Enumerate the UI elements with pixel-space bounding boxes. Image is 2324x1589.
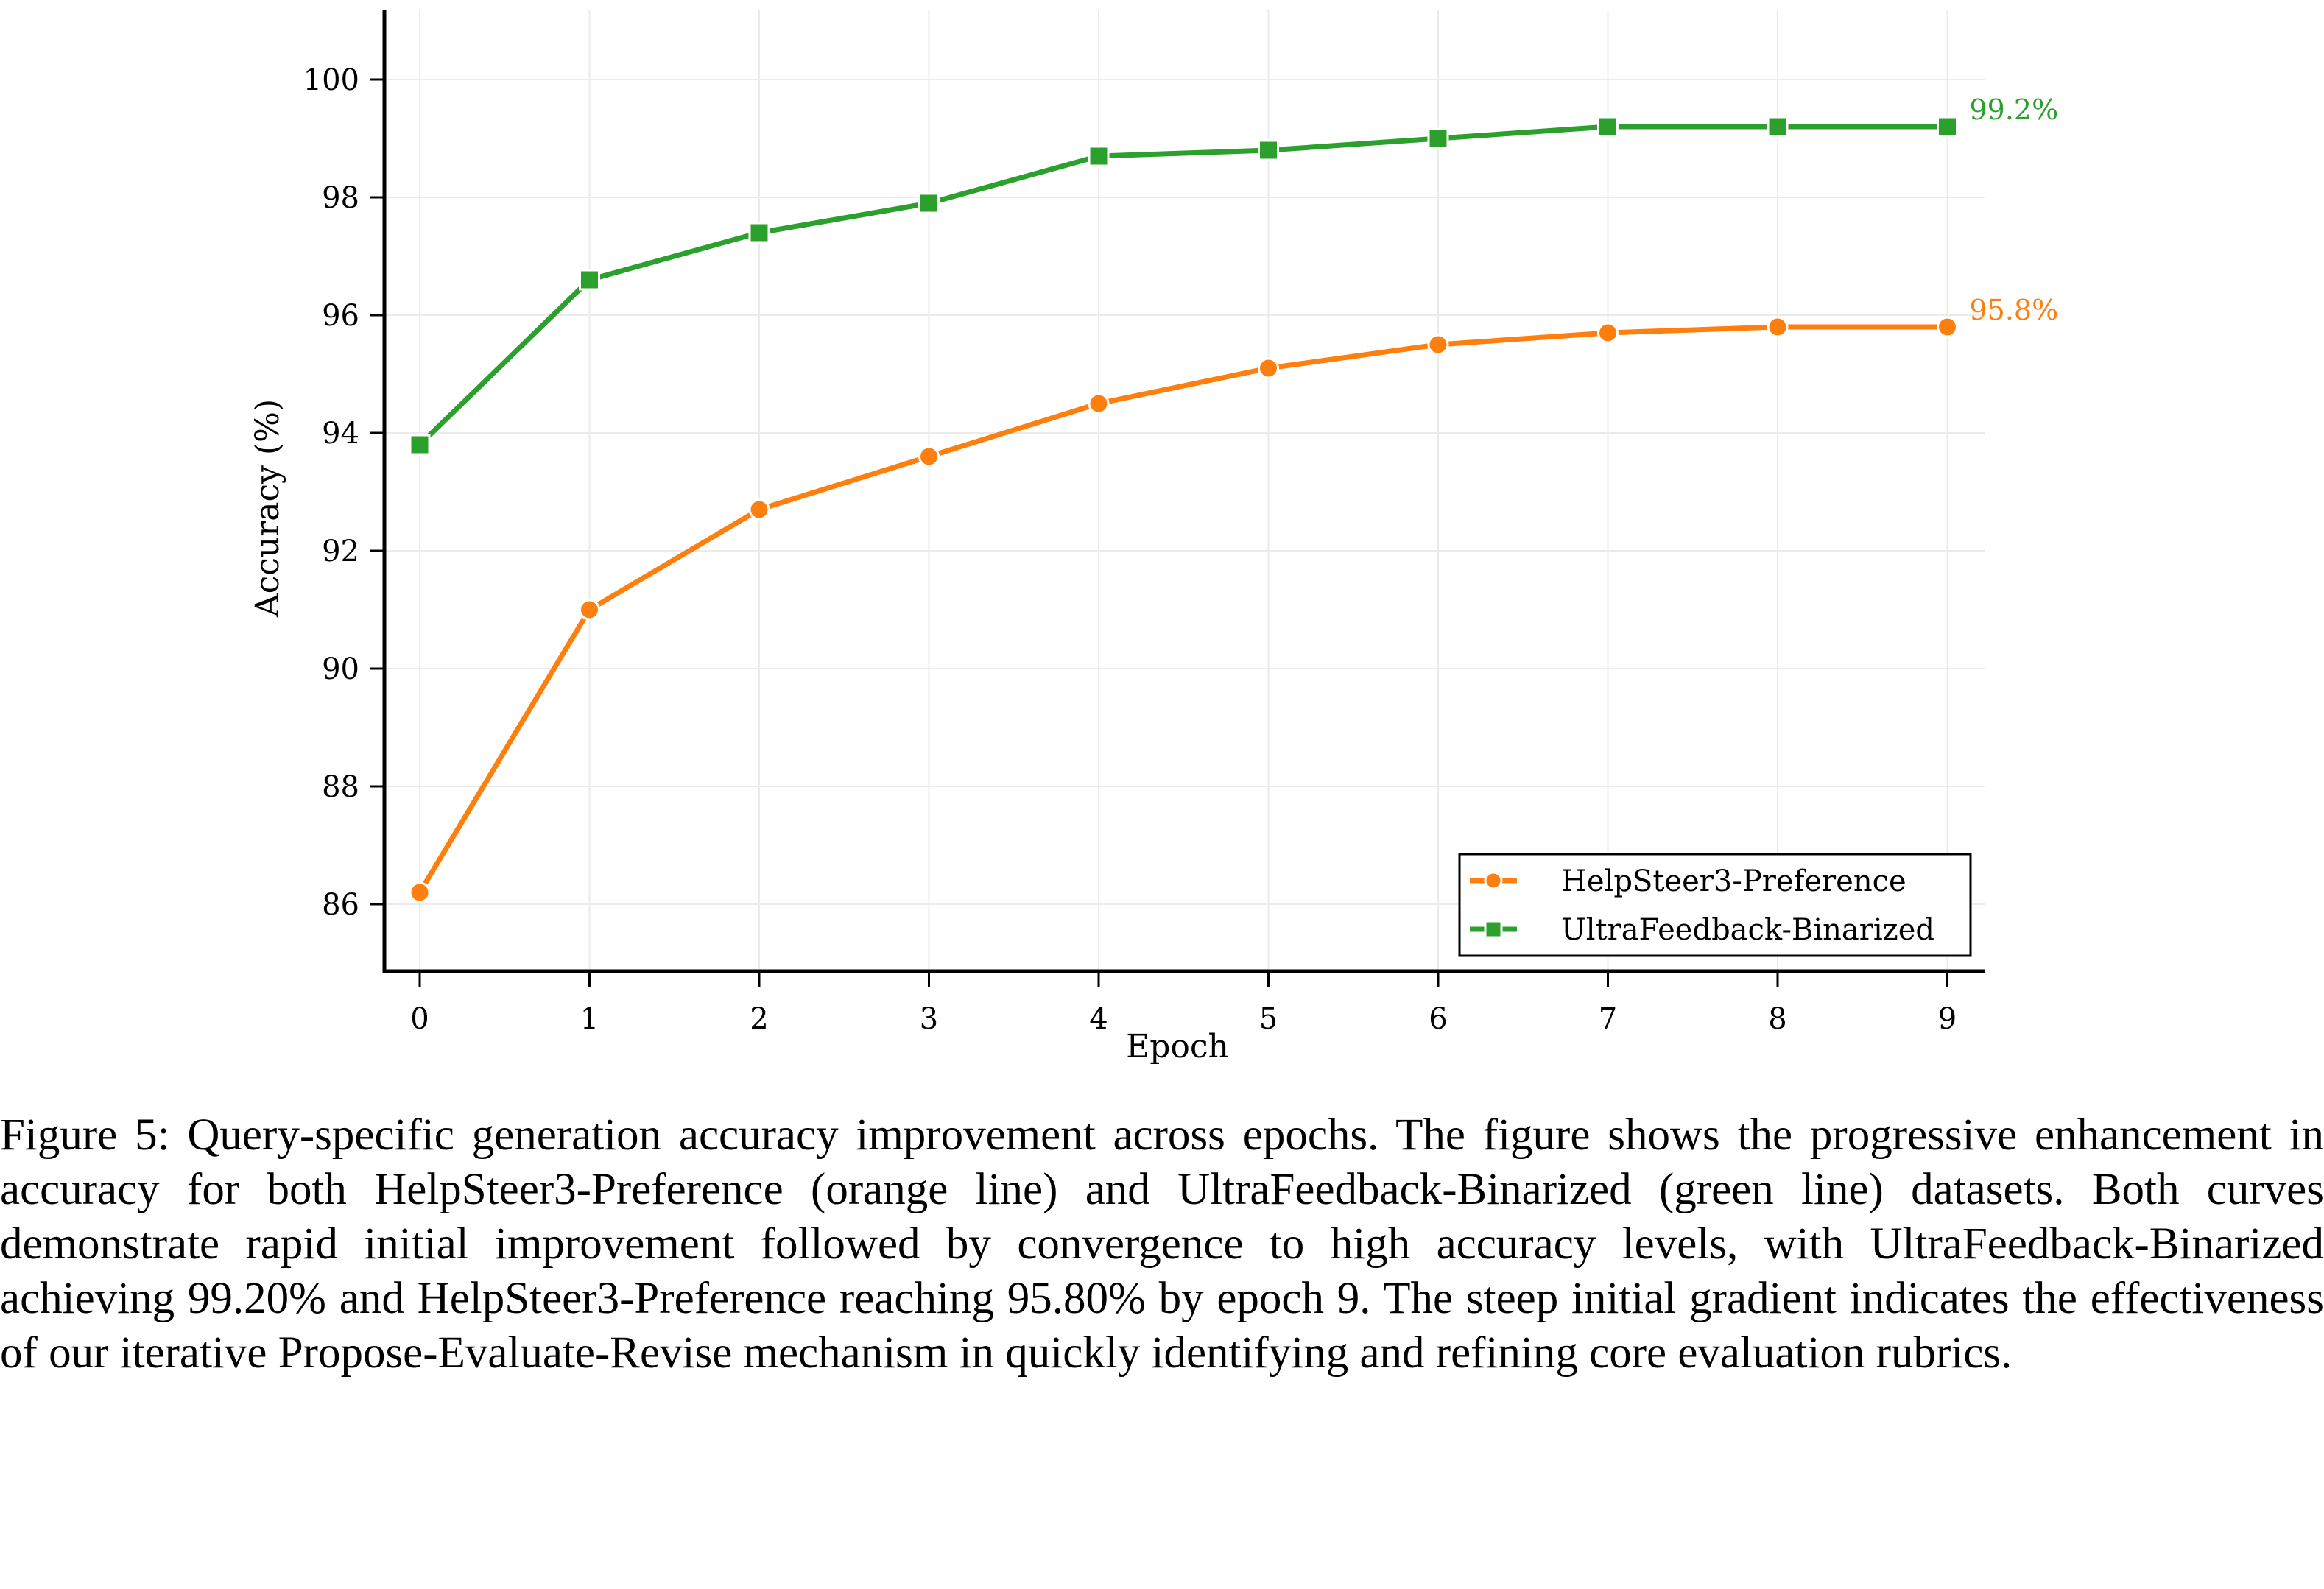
y-tick-label: 96	[322, 299, 359, 333]
x-axis-title: Epoch	[1126, 1028, 1229, 1065]
x-tick-label: 4	[1089, 1002, 1108, 1036]
series-line	[417, 324, 1948, 894]
legend-label: HelpSteer3-Preference	[1561, 864, 1906, 898]
y-tick-label: 94	[322, 417, 359, 451]
data-point	[1937, 116, 1958, 138]
data-point	[1767, 316, 1789, 338]
axes	[382, 10, 1985, 973]
legend-box	[1458, 853, 1972, 957]
data-point	[748, 498, 770, 521]
figure-caption: Figure 5: Query-specific generation accu…	[0, 1108, 2324, 1381]
series-layer	[409, 116, 1958, 903]
data-point	[1427, 127, 1449, 149]
x-tick-label: 2	[750, 1002, 768, 1036]
data-point	[1088, 145, 1110, 167]
data-point	[1258, 357, 1279, 379]
end-value-label: 95.8%	[1970, 294, 2059, 326]
data-point	[409, 881, 431, 903]
data-point	[918, 192, 940, 214]
y-tick-label: 88	[322, 770, 359, 804]
x-tick-label: 0	[410, 1002, 429, 1036]
data-point	[409, 434, 431, 456]
data-point	[1088, 392, 1110, 415]
legend-marker-square	[1484, 920, 1503, 939]
y-tick-label: 90	[322, 652, 359, 686]
y-tick-label: 100	[303, 63, 359, 97]
series-line	[418, 124, 1948, 447]
x-tick-label: 3	[920, 1002, 938, 1036]
legend: HelpSteer3-Preference UltraFeedback-Binar…	[1458, 853, 1972, 957]
legend-label: UltraFeedback-Binarized	[1561, 913, 1934, 947]
y-tick-label: 98	[322, 181, 359, 215]
data-point	[1597, 322, 1619, 344]
y-axis-title: Accuracy (%)	[249, 399, 286, 618]
data-point	[918, 445, 940, 468]
line-chart: 0 1 2 3 4 5 6 7 8 9 86 88 90 92 94 96 98 100 Epoch Accura…	[249, 10, 2059, 1065]
legend-item: UltraFeedback-Binarized	[1470, 913, 1934, 947]
y-tick-label: 92	[322, 535, 359, 568]
caption-text: Query-specific generation accuracy impro…	[0, 1110, 2324, 1378]
data-point	[748, 222, 770, 244]
x-tick-label: 6	[1429, 1002, 1447, 1036]
end-labels: 95.8% 99.2%	[1970, 94, 2059, 326]
data-point	[1427, 334, 1449, 356]
ticks: 0 1 2 3 4 5 6 7 8 9 86 88 90 92 94 96 98 100	[303, 63, 1957, 1036]
data-point	[1767, 116, 1789, 138]
data-point	[1937, 316, 1958, 338]
caption-label: Figure 5:	[0, 1110, 170, 1160]
end-value-label: 99.2%	[1970, 94, 2059, 126]
grid	[384, 10, 1985, 971]
data-point	[1258, 139, 1279, 161]
data-point	[579, 599, 600, 621]
data-point	[579, 269, 600, 291]
x-tick-label: 9	[1938, 1002, 1957, 1036]
legend-item: HelpSteer3-Preference	[1470, 864, 1906, 898]
data-point	[1597, 116, 1619, 138]
y-tick-label: 86	[322, 888, 359, 922]
series-helpsteer3-preference	[409, 316, 1958, 903]
x-tick-label: 1	[580, 1002, 599, 1036]
legend-marker-circle	[1484, 871, 1503, 890]
x-tick-label: 8	[1768, 1002, 1786, 1036]
series-ultrafeedback-binarized	[409, 116, 1958, 456]
x-tick-label: 7	[1599, 1002, 1617, 1036]
x-tick-label: 5	[1259, 1002, 1278, 1036]
